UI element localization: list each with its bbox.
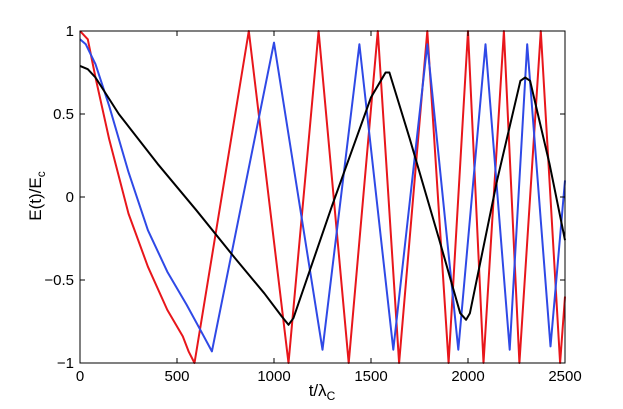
- axis-ticks: [79, 30, 566, 364]
- series-line-1: [79, 30, 566, 364]
- y-tick-label: −1: [57, 355, 74, 372]
- x-tick-label: 1000: [257, 368, 290, 385]
- x-tick-label: 0: [76, 368, 84, 385]
- series-lines: [79, 30, 566, 364]
- y-axis-label: E(t)/Ec: [26, 171, 48, 220]
- y-tick-label: 0: [66, 189, 74, 206]
- series-line-2: [79, 38, 566, 353]
- x-tick-label: 500: [164, 368, 189, 385]
- x-tick-label: 1500: [354, 368, 387, 385]
- axis-tick-labels: 0 500 1000 1500 2000 2500 −1 −0.5 0 0.5 1: [44, 23, 581, 385]
- series-line-3: [79, 64, 566, 326]
- y-tick-label: 0.5: [53, 106, 74, 123]
- y-tick-label: 1: [66, 23, 74, 40]
- x-tick-label: 2500: [548, 368, 581, 385]
- y-tick-label: −0.5: [44, 272, 74, 289]
- x-axis-label: t/λC: [309, 381, 336, 403]
- x-tick-label: 2000: [451, 368, 484, 385]
